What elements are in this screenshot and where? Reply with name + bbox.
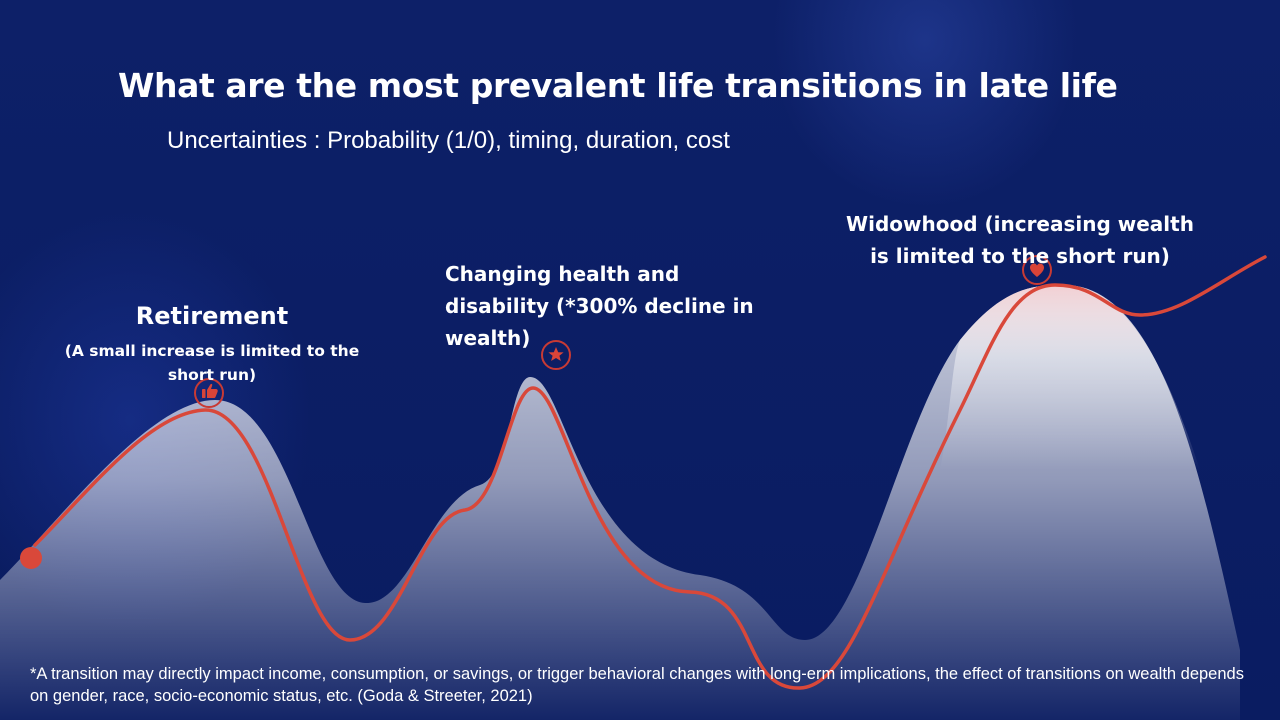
wealth-trajectory-line bbox=[33, 255, 1267, 690]
widowhood-label: Widowhood (increasing wealth is limited … bbox=[846, 212, 1194, 268]
page-title: What are the most prevalent life transit… bbox=[118, 66, 1118, 105]
heart-icon bbox=[1030, 263, 1044, 277]
start-point-marker bbox=[20, 547, 42, 569]
widowhood-marker bbox=[1022, 255, 1052, 285]
mountain-highlight bbox=[940, 284, 1200, 470]
thumbs-up-icon bbox=[202, 383, 218, 398]
health-marker bbox=[541, 340, 571, 370]
footnote: *A transition may directly impact income… bbox=[30, 665, 1244, 705]
retirement-title: Retirement bbox=[135, 302, 289, 330]
mountain-area bbox=[0, 284, 1240, 720]
star-icon bbox=[548, 347, 564, 361]
health-label: Changing health and disability (*300% de… bbox=[445, 262, 754, 350]
retirement-marker bbox=[194, 378, 224, 408]
retirement-description: (A small increase is limited to the shor… bbox=[64, 342, 360, 384]
page-subtitle: Uncertainties : Probability (1/0), timin… bbox=[167, 127, 730, 154]
